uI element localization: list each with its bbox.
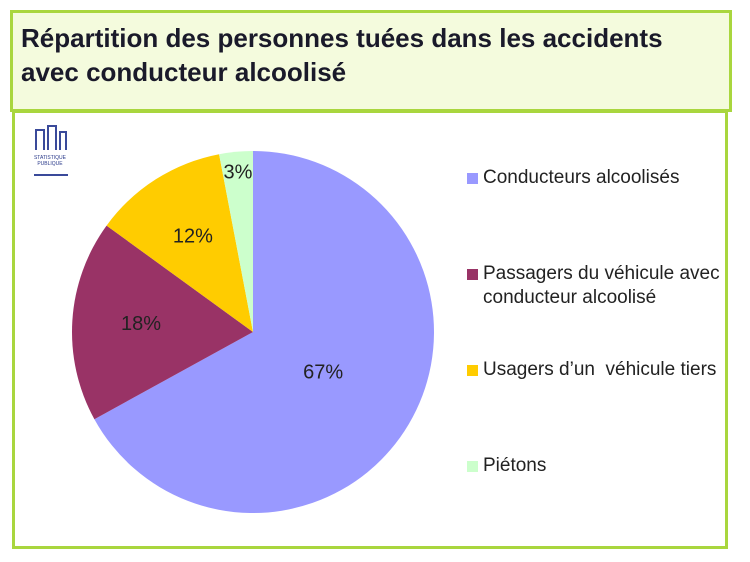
legend-item: Conducteurs alcoolisés [467,166,733,190]
chart-title: Répartition des personnes tuées dans les… [10,10,732,112]
legend-label: Usagers d’un véhicule tiers [483,359,717,380]
chart-frame [12,110,728,549]
logo-icon [34,125,68,176]
legend-label: Conducteurs alcoolisés [483,167,680,188]
pie-slice [219,151,253,332]
legend-label: Passagers du véhicule avec conducteur al… [483,263,725,308]
legend-swatch [467,269,478,280]
pie-slice [94,151,434,513]
legend-item: Usagers d’un véhicule tiers [467,358,733,382]
pie-slice [106,154,253,332]
legend-label: Piétons [483,455,547,476]
legend-item: Piétons [467,454,733,478]
data-label: 12% [173,226,213,248]
legend-swatch [467,461,478,472]
logo-line: PUBLIQUE [37,161,63,167]
data-label: 3% [224,162,253,184]
logo-line: STATISTIQUE [33,155,67,161]
data-label: 67% [303,362,343,384]
legend-swatch [467,365,478,376]
data-label: 18% [121,313,161,335]
pie-slice [71,225,253,420]
logo-text: STATISTIQUE PUBLIQUE [30,128,70,167]
legend-item: Passagers du véhicule avec conducteur al… [467,262,733,310]
legend-swatch [467,173,478,184]
